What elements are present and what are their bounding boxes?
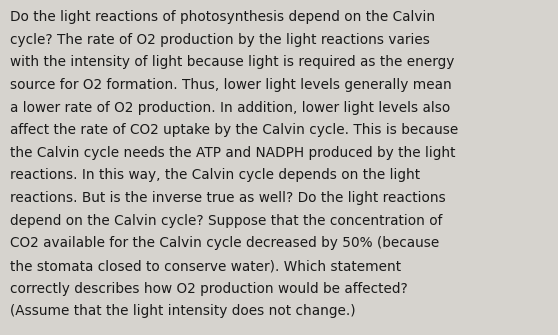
- Text: reactions. But is the inverse true as well? Do the light reactions: reactions. But is the inverse true as we…: [10, 191, 446, 205]
- Text: depend on the Calvin cycle? Suppose that the concentration of: depend on the Calvin cycle? Suppose that…: [10, 214, 442, 228]
- Text: CO2 available for the Calvin cycle decreased by 50% (because: CO2 available for the Calvin cycle decre…: [10, 237, 439, 251]
- Text: cycle? The rate of O2 production by the light reactions varies: cycle? The rate of O2 production by the …: [10, 32, 430, 47]
- Text: source for O2 formation. Thus, lower light levels generally mean: source for O2 formation. Thus, lower lig…: [10, 78, 452, 92]
- Text: with the intensity of light because light is required as the energy: with the intensity of light because ligh…: [10, 55, 454, 69]
- Text: affect the rate of CO2 uptake by the Calvin cycle. This is because: affect the rate of CO2 uptake by the Cal…: [10, 123, 458, 137]
- Text: correctly describes how O2 production would be affected?: correctly describes how O2 production wo…: [10, 282, 408, 296]
- Text: reactions. In this way, the Calvin cycle depends on the light: reactions. In this way, the Calvin cycle…: [10, 169, 420, 183]
- Text: Do the light reactions of photosynthesis depend on the Calvin: Do the light reactions of photosynthesis…: [10, 10, 435, 24]
- Text: the Calvin cycle needs the ATP and NADPH produced by the light: the Calvin cycle needs the ATP and NADPH…: [10, 146, 455, 160]
- Text: a lower rate of O2 production. In addition, lower light levels also: a lower rate of O2 production. In additi…: [10, 100, 450, 115]
- Text: (Assume that the light intensity does not change.): (Assume that the light intensity does no…: [10, 305, 355, 318]
- Text: the stomata closed to conserve water). Which statement: the stomata closed to conserve water). W…: [10, 259, 401, 273]
